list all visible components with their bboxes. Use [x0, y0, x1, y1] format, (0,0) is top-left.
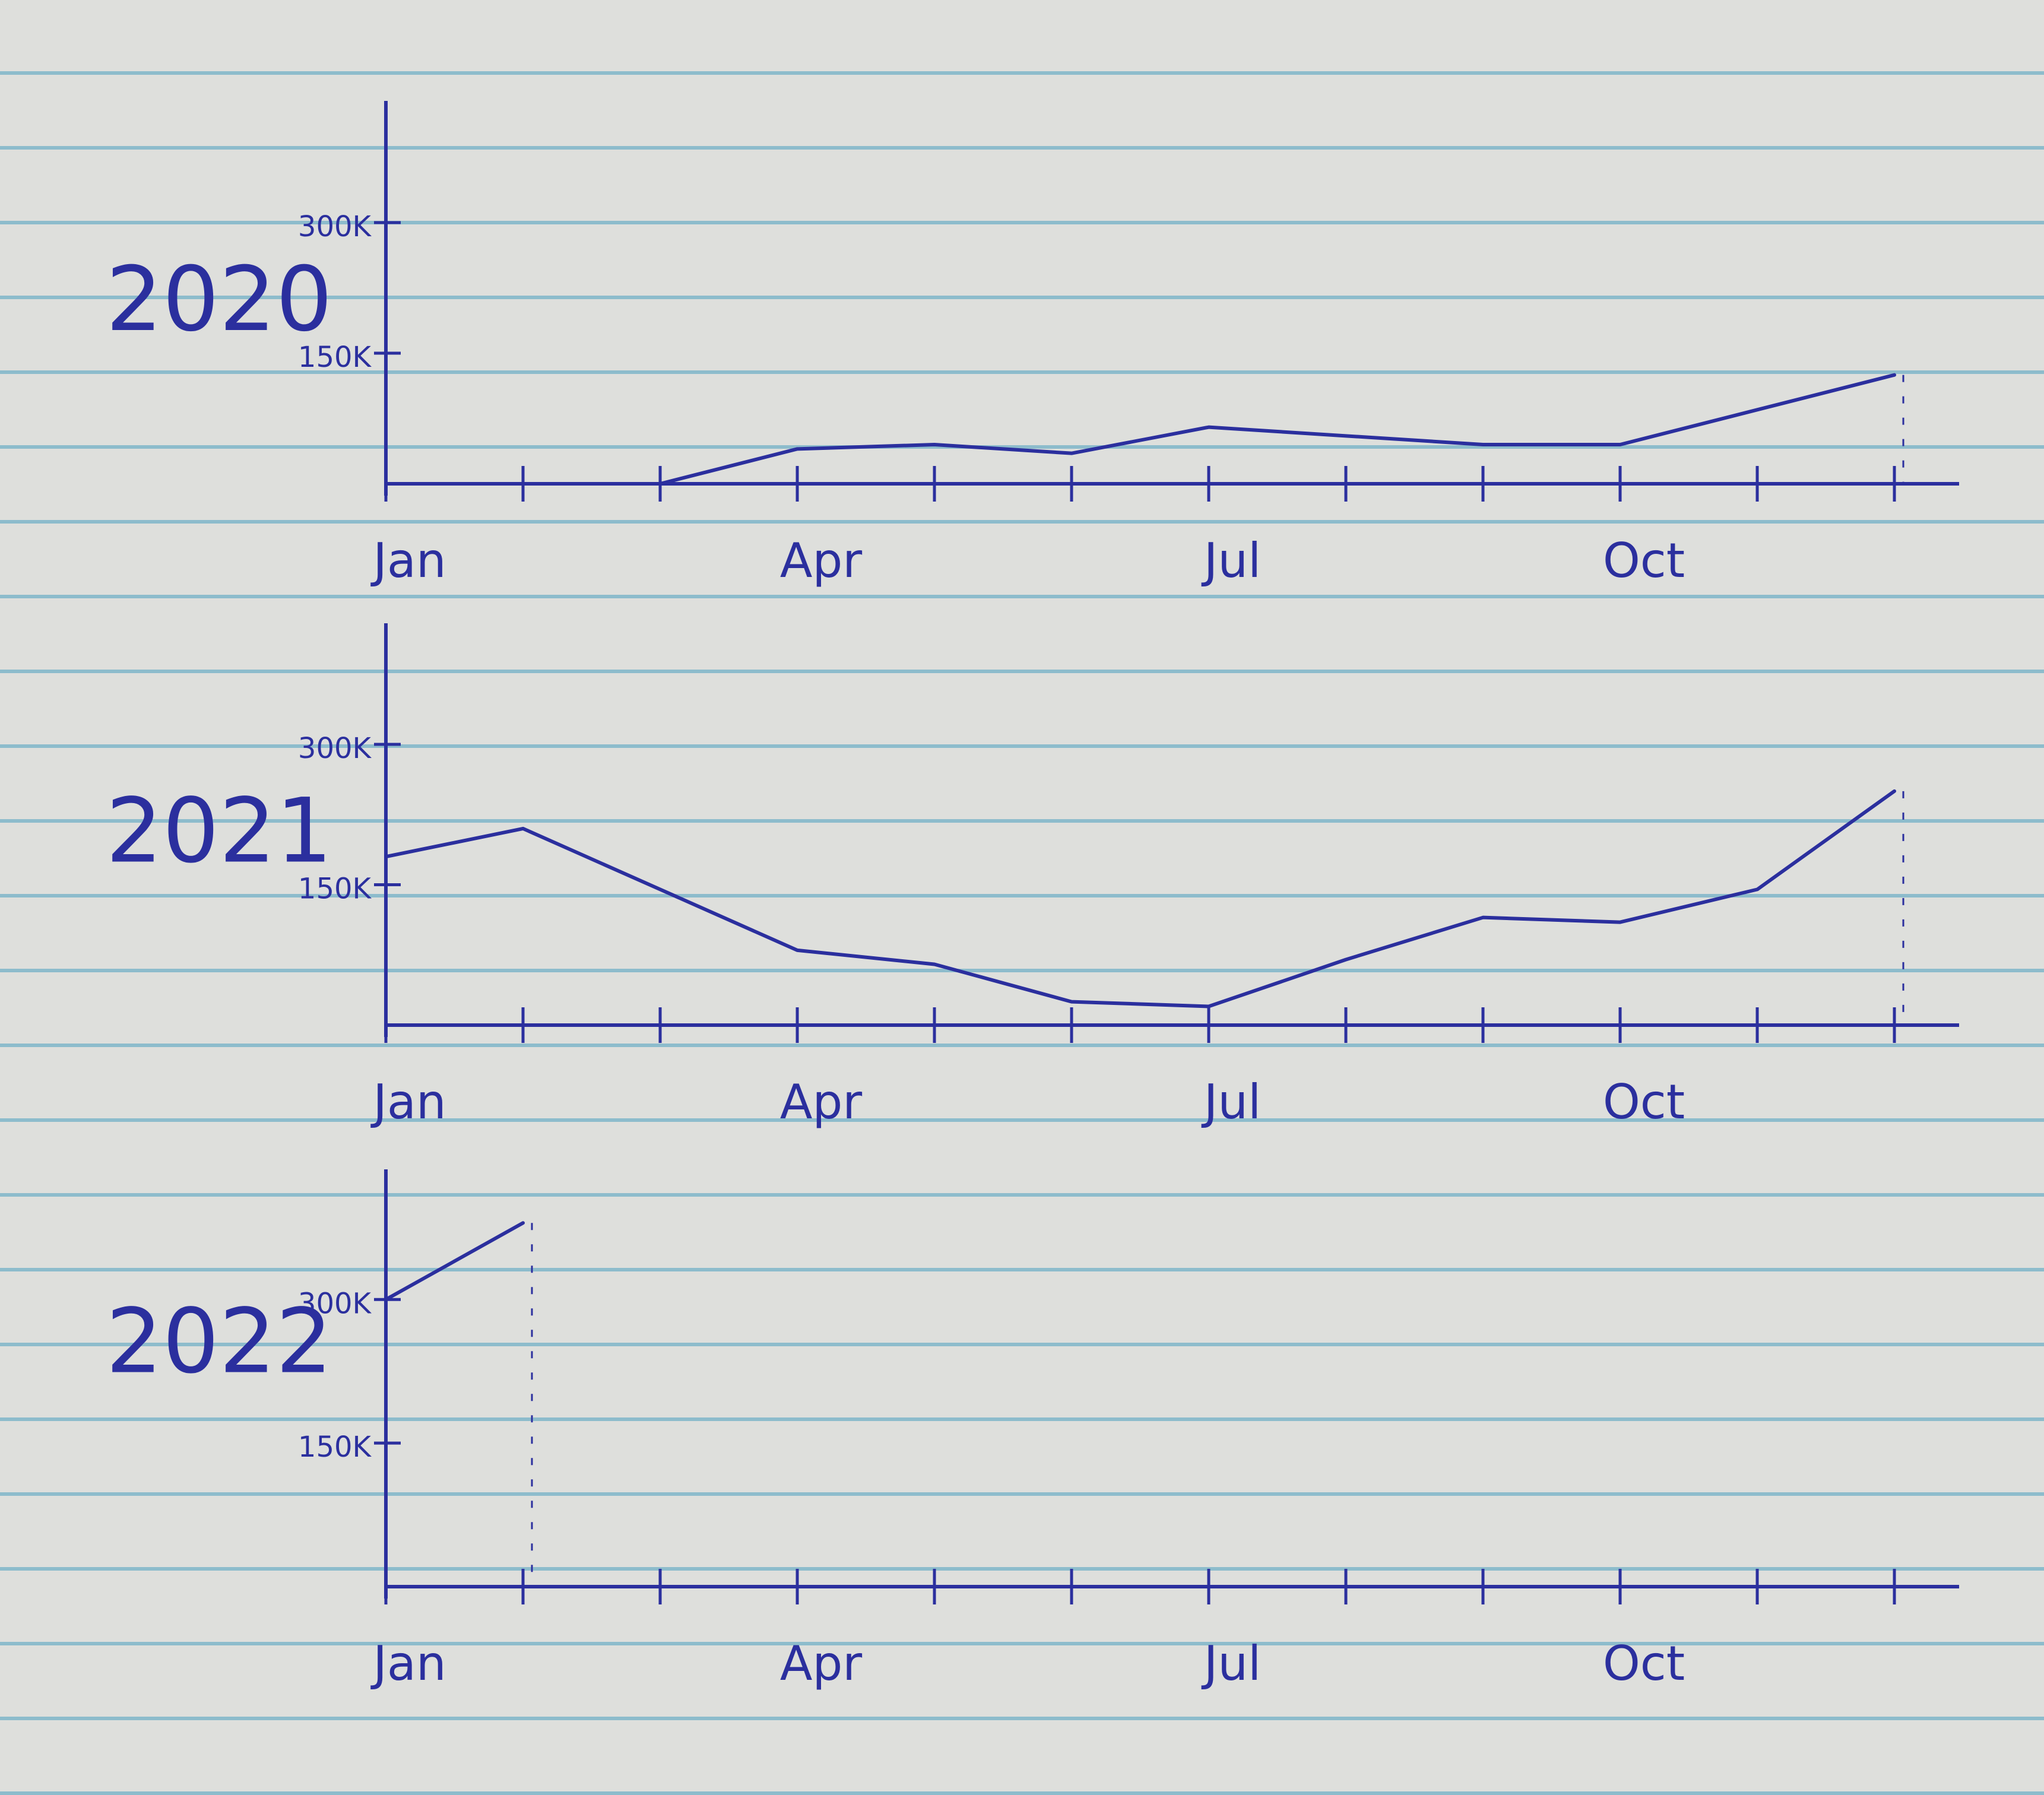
y-tick-label: 150K — [298, 1431, 372, 1464]
data-line — [384, 789, 1896, 1009]
x-tick-label: Oct — [1603, 1636, 1685, 1691]
y-tick-label: 300K — [298, 210, 372, 243]
x-tick-label: Jul — [1201, 1074, 1262, 1130]
panel-title: 2022 — [106, 1290, 332, 1394]
y-tick-label: 300K — [298, 1287, 372, 1320]
x-tick-label: Jan — [370, 1074, 446, 1130]
x-tick-label: Apr — [780, 1074, 863, 1130]
x-tick-label: Jan — [370, 1636, 446, 1691]
x-tick-label: Oct — [1603, 533, 1685, 588]
data-line — [384, 373, 1896, 486]
x-tick-label: Jul — [1201, 1636, 1262, 1691]
x-tick-label: Jul — [1201, 533, 1262, 588]
x-tick-label: Jan — [370, 533, 446, 588]
x-tick-label: Apr — [780, 533, 863, 588]
panel-title: 2021 — [106, 780, 332, 883]
x-tick-label: Oct — [1603, 1074, 1685, 1130]
panel-title: 2020 — [106, 248, 332, 351]
y-tick-label: 150K — [298, 341, 372, 374]
y-tick-label: 300K — [298, 732, 372, 765]
x-tick-label: Apr — [780, 1636, 863, 1691]
y-tick-label: 150K — [298, 873, 372, 906]
data-line — [384, 1221, 525, 1302]
